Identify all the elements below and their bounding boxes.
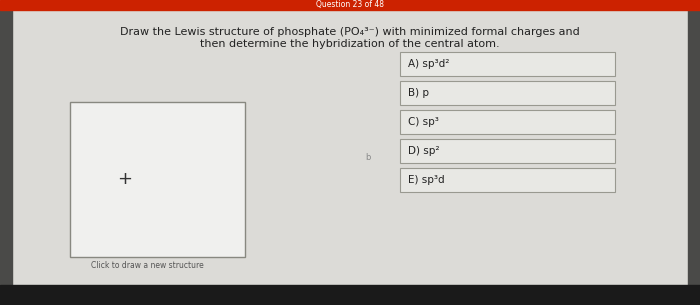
Text: then determine the hybridization of the central atom.: then determine the hybridization of the … (200, 39, 500, 49)
Text: Draw the Lewis structure of phosphate (PO₄³⁻) with minimized formal charges and: Draw the Lewis structure of phosphate (P… (120, 27, 580, 37)
Text: Question 23 of 48: Question 23 of 48 (316, 1, 384, 9)
Text: E) sp³d: E) sp³d (408, 175, 444, 185)
Text: D) sp²: D) sp² (408, 146, 440, 156)
Bar (0, 0, 700, 10)
Text: B) p: B) p (408, 88, 429, 98)
Text: C) sp³: C) sp³ (408, 117, 439, 127)
Bar (0, 10, 12, 285)
Bar (400, 168, 615, 192)
Bar (400, 139, 615, 163)
Text: Click to draw a new structure: Click to draw a new structure (91, 261, 204, 271)
Bar (400, 81, 615, 105)
Text: +: + (118, 170, 132, 188)
Bar (400, 110, 615, 134)
Bar (400, 52, 615, 76)
Bar (70, 102, 245, 257)
Bar (688, 10, 700, 285)
Bar (0, 285, 700, 305)
Text: A) sp³d²: A) sp³d² (408, 59, 449, 69)
Text: b: b (365, 153, 371, 162)
